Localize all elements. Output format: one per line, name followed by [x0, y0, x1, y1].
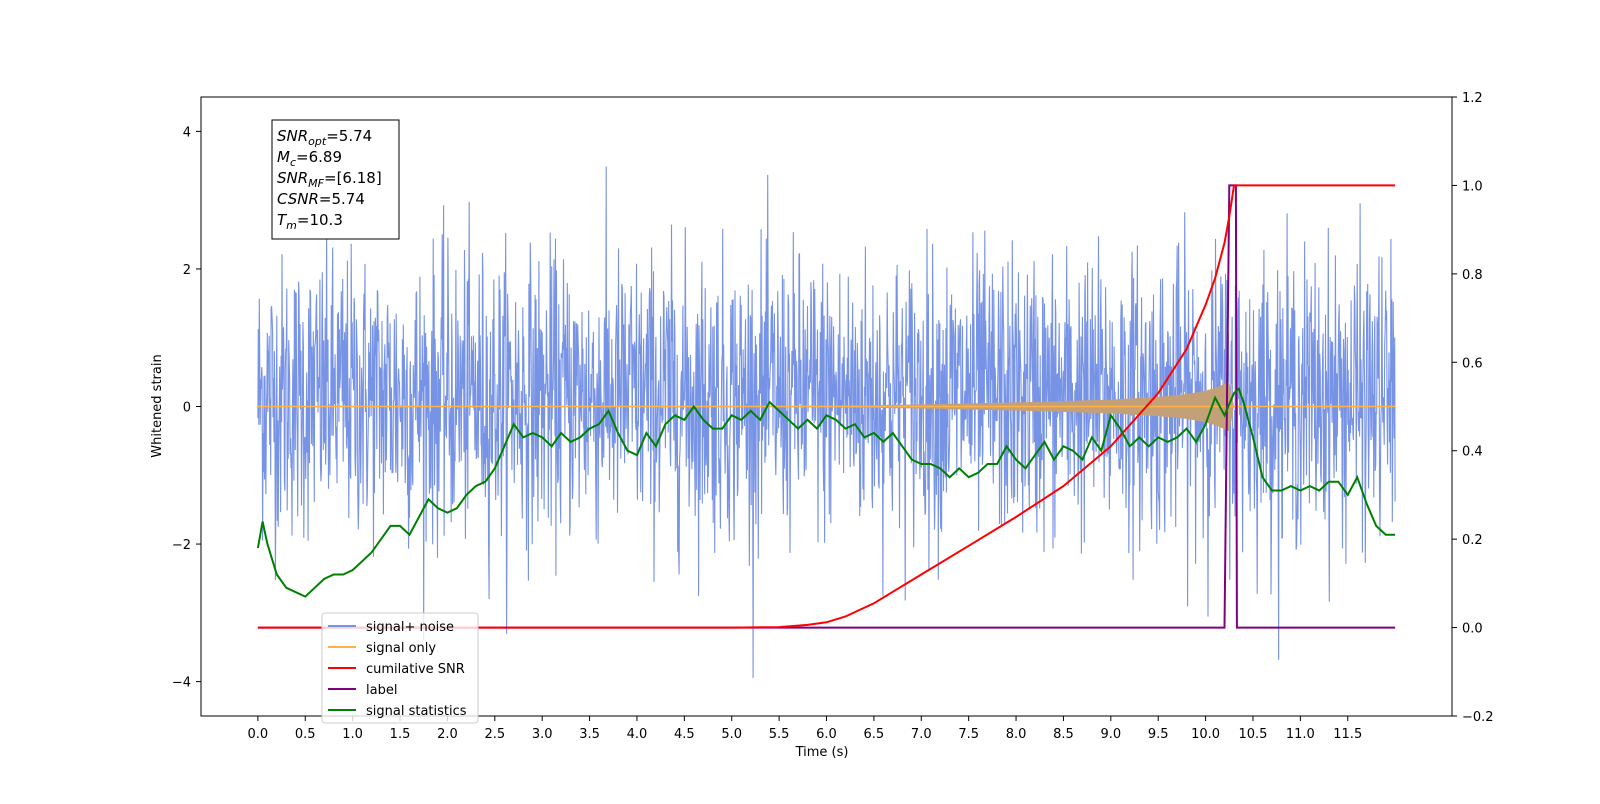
- y-left-tick-label: 4: [183, 125, 191, 140]
- plot-area: [256, 166, 1396, 679]
- x-tick-label: 1.5: [390, 727, 411, 742]
- x-tick-label: 10.5: [1239, 727, 1268, 742]
- y-right-tick-label: 0.6: [1462, 356, 1483, 371]
- cumulative-snr-line: [257, 184, 1396, 629]
- x-tick-label: 0.0: [248, 727, 269, 742]
- y-left-tick-label: −4: [172, 676, 191, 691]
- y-right-axis-ticks: −0.2 0.0 0.2 0.4 0.6 0.8 1.0 1.2: [1452, 91, 1494, 725]
- y-left-axis-ticks: −4 −2 0 2 4: [172, 125, 201, 691]
- legend-entry: signal+ noise: [366, 620, 454, 635]
- x-tick-label: 9.0: [1100, 727, 1121, 742]
- x-tick-label: 3.5: [579, 727, 600, 742]
- x-tick-label: 11.5: [1333, 727, 1362, 742]
- info-box-line: CSNR=5.74: [277, 190, 365, 208]
- x-tick-label: 5.5: [769, 727, 790, 742]
- y-right-tick-label: 0.4: [1462, 445, 1483, 460]
- x-tick-label: 11.0: [1286, 727, 1315, 742]
- legend: signal+ noise signal only cumilative SNR la…: [321, 612, 479, 724]
- legend-entry: cumilative SNR: [366, 662, 465, 677]
- x-tick-label: 6.0: [816, 727, 837, 742]
- x-tick-label: 8.0: [1006, 727, 1027, 742]
- x-tick-label: 4.5: [674, 727, 695, 742]
- x-tick-label: 7.5: [958, 727, 979, 742]
- series-label: [257, 184, 1396, 629]
- y-right-tick-label: −0.2: [1462, 710, 1494, 725]
- label-line: [257, 184, 1396, 629]
- y-right-tick-label: 0.0: [1462, 622, 1483, 637]
- x-tick-label: 6.5: [864, 727, 885, 742]
- y-left-tick-label: 2: [183, 263, 191, 278]
- y-right-tick-label: 1.0: [1462, 179, 1483, 194]
- x-tick-label: 9.5: [1148, 727, 1169, 742]
- y-left-axis-label: Whitened strain: [150, 354, 165, 457]
- series-cumulative-snr: [257, 184, 1396, 629]
- x-tick-label: 10.0: [1191, 727, 1220, 742]
- legend-entry: signal statistics: [366, 704, 467, 719]
- series-signal-plus-noise: [257, 166, 1396, 679]
- legend-frame: [321, 612, 479, 724]
- info-box-line: SNRMF=[6.18]: [277, 169, 382, 190]
- y-left-tick-label: 0: [183, 401, 191, 416]
- signal-statistics-line: [256, 387, 1396, 598]
- x-tick-label: 2.5: [484, 727, 505, 742]
- signal-plus-noise-line: [257, 166, 1396, 679]
- info-box-frame: [271, 119, 400, 240]
- x-tick-label: 0.5: [295, 727, 316, 742]
- x-axis-ticks: 0.0 0.5 1.0 1.5 2.0 2.5 3.0 3.5 4.0 4.5 5.0 5.5 6.0 6…: [248, 716, 1362, 742]
- info-box-line: Mc=6.89: [277, 148, 342, 169]
- legend-entry: label: [366, 683, 397, 698]
- x-tick-label: 3.0: [532, 727, 553, 742]
- y-right-tick-label: 1.2: [1462, 91, 1483, 106]
- x-tick-label: 8.5: [1053, 727, 1074, 742]
- x-tick-label: 4.0: [627, 727, 648, 742]
- x-axis-label: Time (s): [795, 745, 849, 760]
- y-right-tick-label: 0.2: [1462, 533, 1483, 548]
- y-left-tick-label: −2: [172, 538, 191, 553]
- legend-entry: signal only: [366, 641, 436, 656]
- x-tick-label: 2.0: [437, 727, 458, 742]
- x-tick-label: 7.0: [911, 727, 932, 742]
- x-tick-label: 1.0: [342, 727, 363, 742]
- info-box-line: SNRopt=5.74: [277, 127, 372, 148]
- info-box-line: Tm=10.3: [277, 211, 343, 232]
- series-signal-only: [257, 381, 1396, 432]
- y-right-tick-label: 0.8: [1462, 268, 1483, 283]
- series-signal-statistics: [256, 387, 1396, 598]
- x-tick-label: 5.0: [721, 727, 742, 742]
